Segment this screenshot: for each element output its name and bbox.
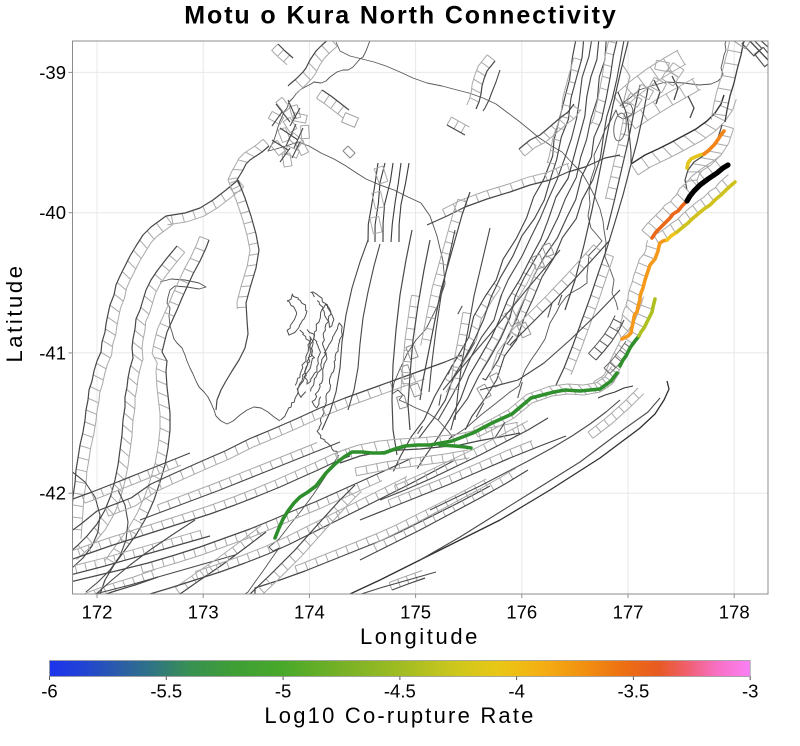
svg-text:-4: -4 bbox=[508, 681, 524, 702]
svg-text:173: 173 bbox=[188, 602, 219, 623]
svg-text:-5: -5 bbox=[275, 681, 291, 702]
svg-text:-40: -40 bbox=[39, 202, 66, 223]
svg-text:Latitude: Latitude bbox=[2, 263, 27, 362]
svg-text:-39: -39 bbox=[39, 62, 66, 83]
svg-text:175: 175 bbox=[400, 602, 431, 623]
svg-text:176: 176 bbox=[506, 602, 537, 623]
svg-text:174: 174 bbox=[294, 602, 325, 623]
svg-text:Log10 Co-rupture Rate: Log10 Co-rupture Rate bbox=[264, 703, 535, 728]
svg-text:178: 178 bbox=[719, 602, 750, 623]
svg-text:-6: -6 bbox=[41, 681, 57, 702]
svg-text:-42: -42 bbox=[39, 483, 66, 504]
svg-text:-41: -41 bbox=[39, 342, 66, 363]
svg-text:Longitude: Longitude bbox=[360, 624, 480, 649]
svg-text:172: 172 bbox=[82, 602, 113, 623]
svg-text:Motu o Kura North Connectivity: Motu o Kura North Connectivity bbox=[184, 2, 617, 30]
svg-text:177: 177 bbox=[613, 602, 644, 623]
svg-text:-5.5: -5.5 bbox=[150, 681, 182, 702]
svg-text:-4.5: -4.5 bbox=[384, 681, 416, 702]
svg-text:-3.5: -3.5 bbox=[617, 681, 649, 702]
svg-text:-3: -3 bbox=[742, 681, 758, 702]
